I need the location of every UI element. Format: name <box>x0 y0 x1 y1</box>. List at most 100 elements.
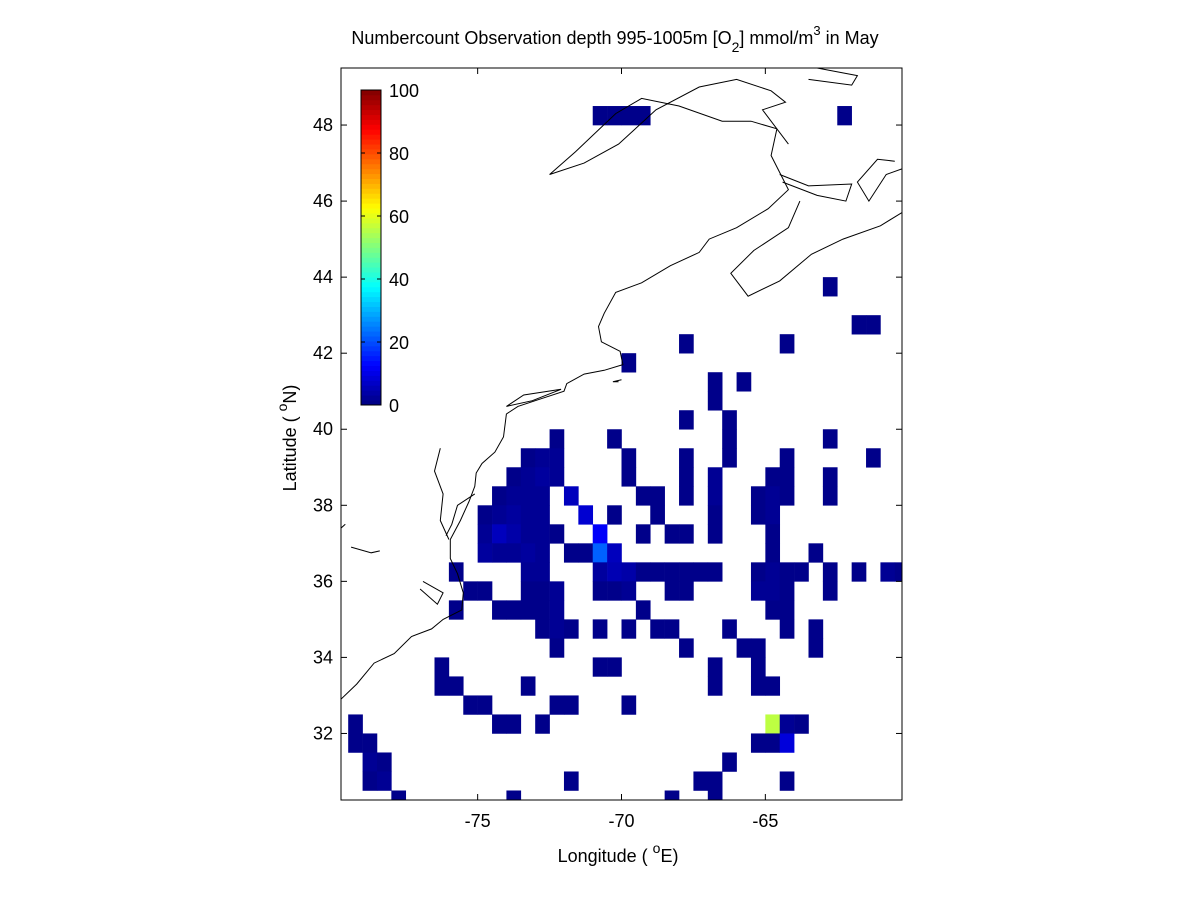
heatmap-cell <box>621 581 637 601</box>
colorbar-segment <box>361 390 381 396</box>
colorbar-segment <box>361 380 381 386</box>
colorbar-segment <box>361 375 381 381</box>
y-tick-label: 40 <box>313 419 333 439</box>
y-tick-label: 46 <box>313 191 333 211</box>
heatmap-cell <box>851 315 867 335</box>
heatmap-cell <box>707 676 723 696</box>
coastline <box>341 78 790 700</box>
heatmap-cell <box>535 619 550 639</box>
colorbar-segment <box>361 173 381 179</box>
heatmap-cell <box>679 467 694 487</box>
colorbar-segment <box>361 262 381 268</box>
heatmap-cell <box>607 581 622 601</box>
heatmap-cell <box>664 790 680 800</box>
heatmap-cell <box>549 429 565 449</box>
heatmap-cell <box>592 581 608 601</box>
heatmap-cell <box>750 676 766 696</box>
heatmap-cell <box>549 619 565 639</box>
heatmap-cell <box>779 486 795 506</box>
heatmap-cell <box>679 410 694 430</box>
heatmap-cell <box>722 752 737 772</box>
heatmap-cell <box>779 600 795 620</box>
heatmap-cell <box>894 562 902 582</box>
heatmap-cell <box>607 657 622 677</box>
y-tick-label: 36 <box>313 571 333 591</box>
heatmap-cell <box>679 448 694 468</box>
heatmap-cell <box>750 486 766 506</box>
colorbar-segment <box>361 316 381 322</box>
heatmap-cell <box>779 733 795 753</box>
colorbar-segment <box>361 311 381 317</box>
heatmap-cell <box>779 448 795 468</box>
coastline <box>350 546 380 554</box>
colorbar-segment <box>361 208 381 214</box>
colorbar-segment <box>361 355 381 362</box>
heatmap-cell <box>506 524 522 544</box>
coastline <box>419 580 444 606</box>
heatmap-cell <box>679 638 694 658</box>
heatmap-cell <box>535 543 550 563</box>
colorbar-segment <box>361 350 381 357</box>
heatmap-cell <box>679 562 694 582</box>
colorbar-segment <box>361 247 381 253</box>
coastline <box>506 388 562 407</box>
heatmap-cell <box>635 600 651 620</box>
colorbar-segment <box>361 257 381 263</box>
heatmap-cell <box>866 315 881 335</box>
colorbar-segment <box>361 129 381 135</box>
heatmap-cell <box>635 106 651 126</box>
colorbar-segment <box>361 119 381 125</box>
heatmap-cell <box>765 562 781 582</box>
heatmap-cell <box>563 619 579 639</box>
heatmap-cell <box>722 448 737 468</box>
heatmap-cell <box>621 619 637 639</box>
heatmap-cell <box>592 562 608 582</box>
heatmap-cell <box>592 619 608 639</box>
heatmap-cell <box>563 695 579 715</box>
heatmap-cell <box>506 467 522 487</box>
heatmap-cell <box>635 562 651 582</box>
heatmap-cell <box>463 581 478 601</box>
y-tick-label: 34 <box>313 647 333 667</box>
heatmap-cell <box>664 562 680 582</box>
heatmap-cell <box>750 562 766 582</box>
colorbar-tick-label: 80 <box>389 144 409 164</box>
heatmap-cell <box>348 714 363 734</box>
heatmap-cell <box>765 581 781 601</box>
heatmap-cell <box>765 467 781 487</box>
colorbar: 0 20 40 60 80 100 <box>360 81 419 416</box>
heatmap-cell <box>477 581 493 601</box>
heatmap-cell <box>750 581 766 601</box>
colorbar-segment <box>361 104 381 111</box>
heatmap-cell <box>448 676 464 696</box>
heatmap-cell <box>679 581 694 601</box>
colorbar-segment <box>361 286 381 293</box>
colorbar-segment <box>361 149 381 155</box>
colorbar-tick-label: 40 <box>389 270 409 290</box>
heatmap-cell <box>520 524 536 544</box>
colorbar-segment <box>361 134 381 140</box>
heatmap-cell <box>736 638 752 658</box>
heatmap-cell <box>391 790 407 800</box>
colorbar-segment <box>361 222 381 229</box>
colorbar-segment <box>361 360 381 367</box>
colorbar-segment <box>361 213 381 219</box>
heatmap-cell <box>592 106 608 126</box>
heatmap-cell <box>635 486 651 506</box>
heatmap-cell <box>635 524 651 544</box>
heatmap-cell <box>362 752 378 772</box>
colorbar-segment <box>361 90 381 96</box>
heatmap-cell <box>520 676 536 696</box>
heatmap-cell <box>621 467 637 487</box>
heatmap-cell <box>765 505 781 525</box>
heatmap-cell <box>621 353 637 373</box>
colorbar-segment <box>361 301 381 307</box>
heatmap-cell <box>707 562 723 582</box>
colorbar-segment <box>361 267 381 273</box>
colorbar-segment <box>361 272 381 278</box>
heatmap-cell <box>563 543 579 563</box>
heatmap-cell <box>592 524 608 544</box>
y-tick-label: 48 <box>313 115 333 135</box>
coastline <box>612 379 622 383</box>
heatmap-cell <box>535 581 550 601</box>
